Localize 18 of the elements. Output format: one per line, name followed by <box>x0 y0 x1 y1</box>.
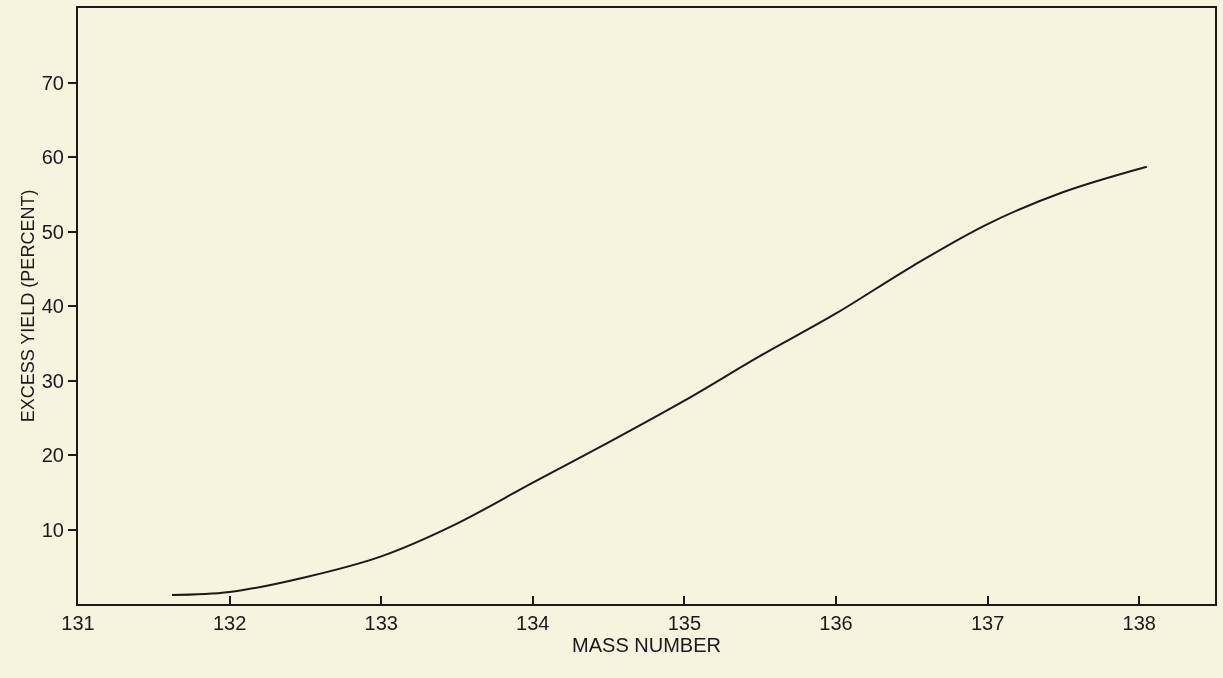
y-tick-label: 10 <box>41 518 64 541</box>
x-tick-label: 134 <box>516 612 550 634</box>
x-tick-label: 133 <box>364 612 398 634</box>
x-tick-label: 135 <box>667 612 702 634</box>
x-tick-label: 132 <box>212 612 247 634</box>
y-tick-label: 70 <box>41 71 64 94</box>
y-tick-label: 60 <box>41 146 64 168</box>
y-tick-label: 20 <box>41 444 64 466</box>
x-tick-label: 138 <box>1122 612 1156 634</box>
y-axis-title: EXCESS YIELD (PERCENT) <box>18 189 39 423</box>
y-tick-label: 40 <box>41 295 64 317</box>
x-tick-label: 137 <box>970 612 1005 634</box>
x-tick-label: 136 <box>819 612 853 634</box>
line-series <box>170 165 1148 597</box>
y-tick-label: 50 <box>41 220 64 243</box>
x-axis-title: MASS NUMBER <box>572 634 721 656</box>
y-tick-label: 30 <box>41 369 64 392</box>
x-tick-label: 131 <box>61 612 95 634</box>
